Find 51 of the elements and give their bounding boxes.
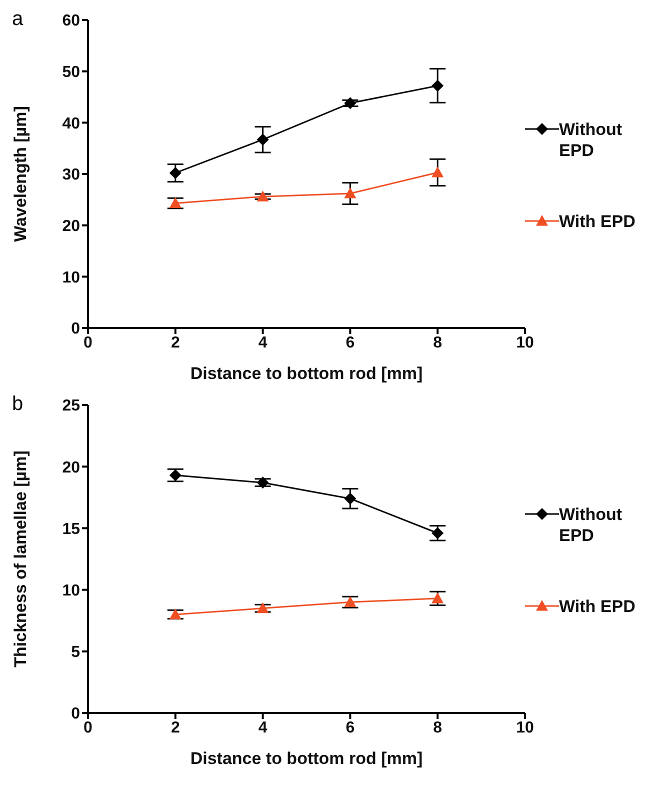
y-tick-label: 25 xyxy=(62,398,80,415)
point xyxy=(169,469,182,482)
point xyxy=(344,492,356,505)
x-tick-label: 8 xyxy=(433,719,442,736)
point xyxy=(432,527,444,540)
point xyxy=(256,476,269,489)
point xyxy=(344,596,356,607)
point xyxy=(432,80,444,92)
point xyxy=(256,602,269,614)
y-tick-label: 0 xyxy=(71,706,80,723)
y-tick-label: 30 xyxy=(62,166,80,184)
y-tick-label: 10 xyxy=(62,269,80,286)
x-tick-label: 8 xyxy=(433,334,442,352)
x-tick-label: 2 xyxy=(170,334,180,352)
y-tick-label: 20 xyxy=(62,459,80,476)
point xyxy=(344,188,356,198)
legend-label: With EPD xyxy=(559,211,636,232)
point xyxy=(256,134,269,146)
point xyxy=(169,197,182,208)
legend-label: Without EPD xyxy=(559,119,624,161)
y-tick-label: 20 xyxy=(62,218,80,236)
x-tick-label: 6 xyxy=(346,334,355,352)
x-tick-label: 0 xyxy=(84,334,93,352)
legend-label: Without EPD xyxy=(559,504,624,546)
y-tick-label: 60 xyxy=(62,12,80,30)
x-axis-title: Distance to bottom rod [mm] xyxy=(190,364,423,383)
point xyxy=(169,166,182,179)
point xyxy=(432,592,444,604)
chart-title: b xyxy=(12,393,24,416)
x-tick-label: 10 xyxy=(516,719,534,736)
x-tick-label: 2 xyxy=(170,719,180,736)
x-tick-label: 4 xyxy=(258,334,268,352)
x-axis-title: Distance to bottom rod [mm] xyxy=(190,749,423,768)
y-axis-title: Wavelength [µm] xyxy=(11,106,30,242)
x-tick-label: 4 xyxy=(258,719,268,736)
y-tick-label: 50 xyxy=(62,64,80,82)
x-tick-label: 0 xyxy=(84,719,93,736)
y-tick-label: 0 xyxy=(71,320,80,338)
y-tick-label: 10 xyxy=(62,582,80,600)
y-tick-label: 15 xyxy=(62,520,80,538)
legend-label: With EPD xyxy=(559,596,636,617)
y-tick-label: 40 xyxy=(62,115,80,132)
point xyxy=(432,166,444,178)
x-tick-label: 6 xyxy=(346,719,355,736)
y-axis-title: Thickness of lamellae [µm] xyxy=(11,450,30,668)
y-tick-label: 5 xyxy=(71,644,80,662)
point xyxy=(344,97,356,110)
chart-title: a xyxy=(12,8,24,31)
point xyxy=(256,190,269,202)
point xyxy=(169,608,182,620)
x-tick-label: 10 xyxy=(516,334,534,352)
